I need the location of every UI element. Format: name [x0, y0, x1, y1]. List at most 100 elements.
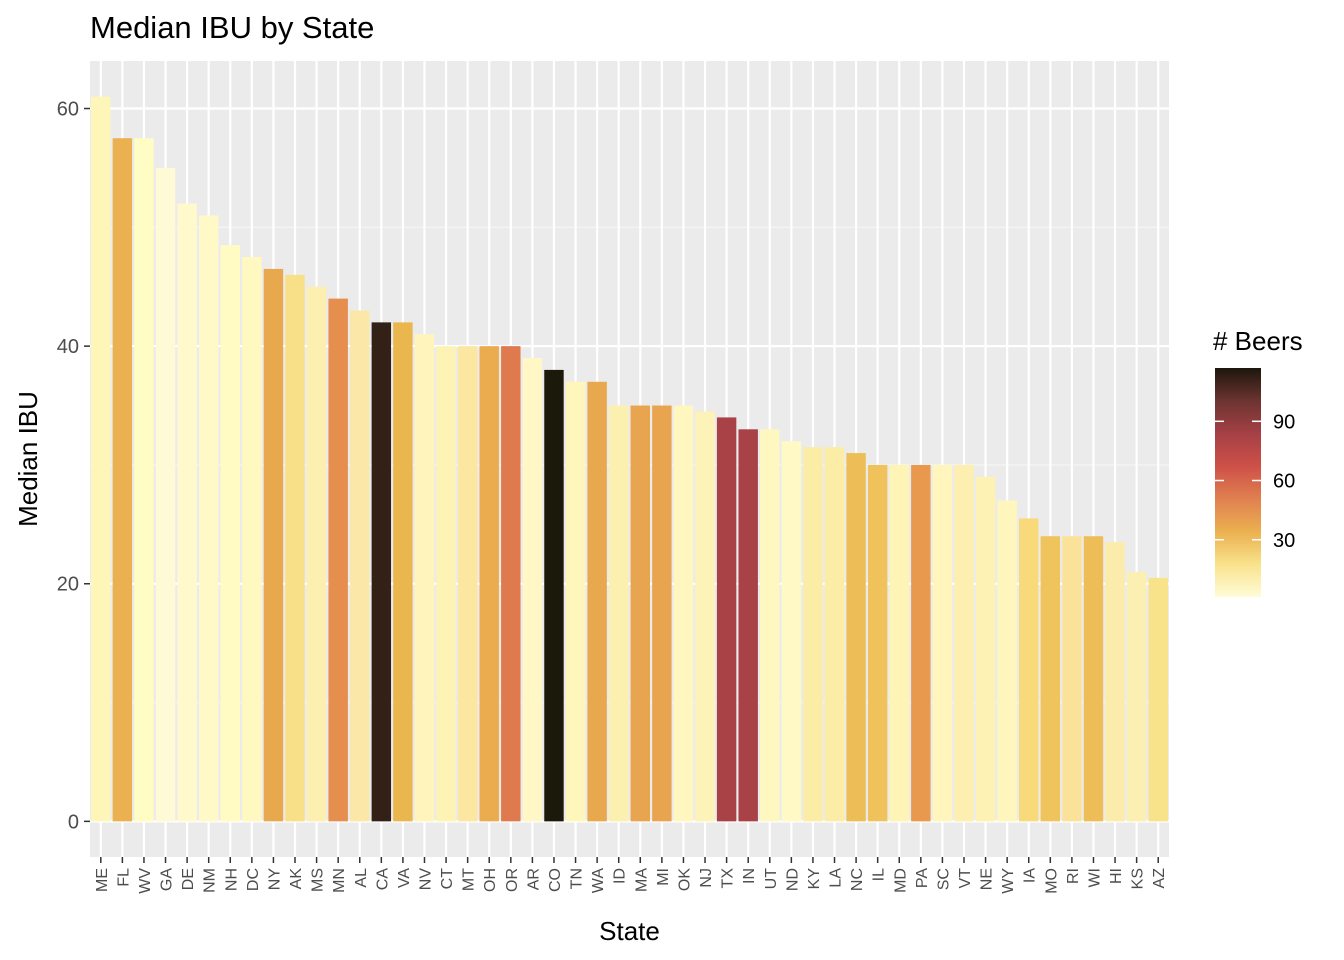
bar-ok [673, 405, 694, 822]
x-tick-label: IL [871, 868, 888, 881]
x-tick-label: ME [94, 868, 111, 892]
x-tick-label: MN [331, 868, 348, 893]
bar-wa [587, 381, 607, 822]
bar-oh [479, 346, 499, 822]
x-tick-label: NJ [698, 868, 715, 888]
bar-hi [1105, 542, 1125, 822]
bar-ia [1019, 518, 1039, 822]
x-tick-label: NV [417, 868, 434, 891]
x-tick-label: AL [353, 868, 370, 888]
y-tick-label: 60 [57, 99, 79, 121]
bar-ky [803, 447, 823, 822]
bar-ms [306, 286, 327, 822]
bar-ca [371, 322, 392, 822]
bar-nm [198, 215, 219, 822]
x-tick-label: WI [1086, 868, 1103, 888]
x-tick-label: ND [784, 868, 801, 891]
bar-ks [1126, 571, 1147, 822]
x-tick-label: MI [655, 868, 672, 886]
x-tick-label: NH [223, 868, 240, 891]
x-tick-label: NM [202, 868, 219, 893]
bar-mn [328, 298, 348, 822]
legend-tick-label: 90 [1273, 411, 1295, 433]
bar-id [608, 405, 629, 822]
x-tick-label: MS [310, 868, 327, 892]
legend-colorbar [1215, 368, 1261, 597]
x-tick-label: PA [914, 868, 931, 888]
x-tick-label: DE [180, 868, 197, 890]
x-tick-label: MT [461, 868, 478, 891]
x-tick-label: OR [504, 868, 521, 892]
bar-ma [630, 405, 651, 822]
x-tick-label: KS [1130, 868, 1147, 889]
x-tick-label: RI [1065, 868, 1082, 884]
x-tick-label: OK [676, 868, 693, 891]
y-tick-label: 20 [57, 574, 79, 596]
bar-md [889, 464, 909, 822]
legend-title: # Beers [1213, 326, 1303, 356]
bar-il [867, 464, 888, 822]
x-tick-label: VT [957, 868, 974, 889]
x-axis: ME FL WV GA DE NM NH DC NY AK MS MN AL CA VA NV CT MT OH OR… [94, 857, 1168, 894]
bar-mi [652, 405, 672, 822]
bar-ar [522, 358, 543, 822]
x-tick-label: FL [115, 868, 132, 887]
bar-va [393, 322, 413, 822]
bar-ct [436, 346, 456, 822]
x-tick-label: TX [720, 868, 737, 889]
x-tick-label: TN [569, 868, 586, 889]
bar-mo [1040, 536, 1061, 822]
x-tick-label: HI [1108, 868, 1125, 884]
bar-ga [155, 167, 176, 822]
x-tick-label: LA [828, 868, 845, 888]
x-tick-label: MA [633, 868, 650, 892]
x-tick-label: NE [979, 868, 996, 890]
bar-vt [954, 464, 974, 822]
x-tick-label: MD [892, 868, 909, 893]
bar-wv [134, 138, 154, 822]
legend-ticks: 30 60 90 [1215, 411, 1295, 552]
x-tick-label: CO [547, 868, 564, 892]
x-tick-label: OH [482, 868, 499, 892]
bar-nh [220, 245, 240, 822]
x-tick-label: KY [806, 868, 823, 890]
x-tick-label: AZ [1151, 868, 1168, 889]
chart-title: Median IBU by State [90, 10, 375, 45]
x-tick-label: IN [741, 868, 758, 884]
bar-co [544, 369, 564, 822]
x-tick-label: NY [266, 868, 283, 891]
bar-ak [285, 274, 305, 822]
bar-in [738, 429, 758, 822]
bar-sc [932, 464, 953, 822]
bar-me [91, 96, 111, 822]
bar-tx [716, 417, 737, 822]
bar-tn [565, 381, 586, 822]
legend-tick-label: 30 [1273, 530, 1295, 552]
x-tick-label: GA [159, 868, 176, 891]
y-tick-label: 0 [68, 811, 79, 833]
bar-la [824, 447, 845, 822]
legend-tick-label: 60 [1273, 471, 1295, 493]
bar-ri [1062, 536, 1082, 822]
x-tick-label: DC [245, 868, 262, 891]
x-tick-label: AR [525, 868, 542, 890]
bar-wy [997, 500, 1017, 822]
x-tick-label: AK [288, 868, 305, 890]
x-tick-label: VA [396, 868, 413, 888]
bar-nj [695, 411, 715, 822]
y-tick-label: 40 [57, 336, 79, 358]
x-tick-label: ID [612, 868, 629, 884]
y-axis-title: Median IBU [13, 391, 43, 527]
x-tick-label: WY [1000, 868, 1017, 894]
x-tick-label: UT [763, 868, 780, 890]
bar-dc [242, 257, 262, 822]
x-tick-label: CA [374, 868, 391, 891]
bar-az [1148, 577, 1168, 822]
bar-wi [1083, 536, 1104, 822]
bar-or [501, 346, 521, 822]
y-axis: 0 20 40 60 [57, 99, 90, 833]
x-axis-title: State [599, 916, 660, 946]
bar-al [350, 310, 370, 822]
bar-de [177, 203, 197, 822]
